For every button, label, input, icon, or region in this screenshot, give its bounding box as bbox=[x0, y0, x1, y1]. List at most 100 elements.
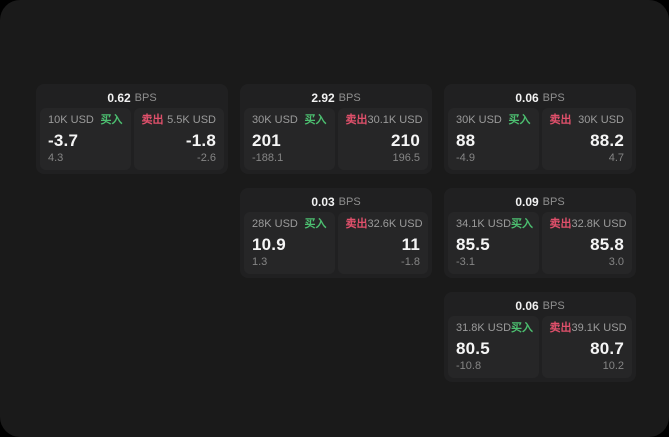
bps-value: 0.06 bbox=[515, 299, 539, 313]
buy-subcard[interactable]: 34.1K USD 买入 85.5 -3.1 bbox=[448, 212, 539, 274]
card-header: 0.09 BPS bbox=[448, 192, 632, 212]
sell-subcard[interactable]: 卖出 30K USD 88.2 4.7 bbox=[541, 108, 632, 170]
sell-top-row: 卖出 32.6K USD bbox=[345, 218, 423, 230]
buy-subcard[interactable]: 31.8K USD 买入 80.5 -10.8 bbox=[448, 316, 539, 378]
card-column: 0.06 BPS 30K USD 买入 88 -4.9 卖出 30K USD 88.2 4.7 0.… bbox=[444, 84, 636, 382]
sell-size-label: 30K USD bbox=[578, 114, 624, 126]
spread-card[interactable]: 0.62 BPS 10K USD 买入 -3.7 4.3 卖出 5.5K USD -1.8 -2.… bbox=[36, 84, 228, 174]
buy-side-button[interactable]: 买入 bbox=[511, 218, 534, 230]
buy-size-label: 31.8K USD bbox=[456, 322, 512, 334]
sell-top-row: 卖出 30.1K USD bbox=[345, 114, 423, 126]
sell-side-button[interactable]: 卖出 bbox=[549, 114, 572, 126]
sell-top-row: 卖出 39.1K USD bbox=[549, 322, 627, 334]
buy-subcard[interactable]: 30K USD 买入 88 -4.9 bbox=[448, 108, 539, 170]
buy-side-button[interactable]: 买入 bbox=[511, 322, 534, 334]
spread-card[interactable]: 2.92 BPS 30K USD 买入 201 -188.1 卖出 30.1K USD 210 1… bbox=[240, 84, 432, 174]
bps-value: 0.06 bbox=[515, 91, 539, 105]
sell-top-row: 卖出 32.8K USD bbox=[549, 218, 627, 230]
buy-top-row: 30K USD 买入 bbox=[456, 115, 531, 126]
sell-side-button[interactable]: 卖出 bbox=[141, 114, 164, 126]
card-column: 2.92 BPS 30K USD 买入 201 -188.1 卖出 30.1K USD 210 1… bbox=[240, 84, 432, 278]
buy-size-label: 10K USD bbox=[48, 114, 94, 126]
bps-value: 0.62 bbox=[107, 91, 131, 105]
sell-price-value: 85.8 bbox=[590, 235, 624, 254]
buy-side-button[interactable]: 买入 bbox=[304, 218, 327, 230]
sell-side-button[interactable]: 卖出 bbox=[549, 322, 572, 334]
buy-top-row: 28K USD 买入 bbox=[252, 219, 327, 230]
card-body: 28K USD 买入 10.9 1.3 卖出 32.6K USD 11 -1.8 bbox=[244, 212, 428, 274]
sell-side-button[interactable]: 卖出 bbox=[345, 218, 368, 230]
buy-delta-value: -188.1 bbox=[252, 152, 284, 164]
card-body: 34.1K USD 买入 85.5 -3.1 卖出 32.8K USD 85.8 3.0 bbox=[448, 212, 632, 274]
buy-top-row: 30K USD 买入 bbox=[252, 115, 327, 126]
buy-delta-value: 4.3 bbox=[48, 152, 64, 164]
sell-top-row: 卖出 5.5K USD bbox=[142, 115, 217, 126]
sell-size-label: 5.5K USD bbox=[167, 114, 216, 126]
buy-subcard[interactable]: 30K USD 买入 201 -188.1 bbox=[244, 108, 335, 170]
buy-size-label: 30K USD bbox=[456, 114, 502, 126]
sell-top-row: 卖出 30K USD bbox=[550, 115, 625, 126]
buy-delta-value: 1.3 bbox=[252, 256, 268, 268]
sell-delta-value: 196.5 bbox=[392, 152, 420, 164]
buy-size-label: 30K USD bbox=[252, 114, 298, 126]
buy-price-value: 201 bbox=[252, 131, 281, 150]
sell-side-button[interactable]: 卖出 bbox=[549, 218, 572, 230]
bps-unit-label: BPS bbox=[338, 91, 361, 104]
sell-delta-value: 3.0 bbox=[608, 256, 624, 268]
sell-subcard[interactable]: 卖出 39.1K USD 80.7 10.2 bbox=[541, 316, 632, 378]
buy-delta-value: -3.1 bbox=[456, 256, 475, 268]
buy-side-button[interactable]: 买入 bbox=[100, 114, 123, 126]
card-header: 0.03 BPS bbox=[244, 192, 428, 212]
spread-card[interactable]: 0.06 BPS 30K USD 买入 88 -4.9 卖出 30K USD 88.2 4.7 bbox=[444, 84, 636, 174]
buy-price-value: 88 bbox=[456, 131, 476, 150]
card-header: 2.92 BPS bbox=[244, 88, 428, 108]
sell-delta-value: -2.6 bbox=[197, 152, 216, 164]
sell-subcard[interactable]: 卖出 30.1K USD 210 196.5 bbox=[337, 108, 428, 170]
sell-subcard[interactable]: 卖出 32.6K USD 11 -1.8 bbox=[337, 212, 428, 274]
sell-price-value: 80.7 bbox=[590, 339, 624, 358]
sell-size-label: 30.1K USD bbox=[367, 114, 423, 126]
sell-subcard[interactable]: 卖出 5.5K USD -1.8 -2.6 bbox=[133, 108, 224, 170]
spread-card[interactable]: 0.09 BPS 34.1K USD 买入 85.5 -3.1 卖出 32.8K USD 85.… bbox=[444, 188, 636, 278]
buy-price-value: 80.5 bbox=[456, 339, 490, 358]
card-header: 0.06 BPS bbox=[448, 88, 632, 108]
buy-size-label: 28K USD bbox=[252, 218, 298, 230]
card-body: 10K USD 买入 -3.7 4.3 卖出 5.5K USD -1.8 -2.6 bbox=[40, 108, 224, 170]
spread-card[interactable]: 0.03 BPS 28K USD 买入 10.9 1.3 卖出 32.6K USD 11 -1.8 bbox=[240, 188, 432, 278]
spread-card[interactable]: 0.06 BPS 31.8K USD 买入 80.5 -10.8 卖出 39.1K USD 80… bbox=[444, 292, 636, 382]
cards-grid: 0.62 BPS 10K USD 买入 -3.7 4.3 卖出 5.5K USD -1.8 -2.… bbox=[36, 84, 636, 382]
buy-price-value: -3.7 bbox=[48, 131, 79, 150]
sell-subcard[interactable]: 卖出 32.8K USD 85.8 3.0 bbox=[541, 212, 632, 274]
sell-delta-value: 4.7 bbox=[608, 152, 624, 164]
buy-price-value: 10.9 bbox=[252, 235, 286, 254]
bps-unit-label: BPS bbox=[542, 195, 565, 208]
sell-delta-value: 10.2 bbox=[602, 360, 624, 372]
sell-price-value: 88.2 bbox=[590, 131, 624, 150]
bps-unit-label: BPS bbox=[134, 91, 157, 104]
bps-value: 2.92 bbox=[311, 91, 335, 105]
sell-side-button[interactable]: 卖出 bbox=[345, 114, 368, 126]
card-header: 0.62 BPS bbox=[40, 88, 224, 108]
buy-delta-value: -10.8 bbox=[456, 360, 482, 372]
card-body: 30K USD 买入 88 -4.9 卖出 30K USD 88.2 4.7 bbox=[448, 108, 632, 170]
buy-side-button[interactable]: 买入 bbox=[304, 114, 327, 126]
buy-subcard[interactable]: 28K USD 买入 10.9 1.3 bbox=[244, 212, 335, 274]
sell-size-label: 32.8K USD bbox=[571, 218, 627, 230]
sell-size-label: 32.6K USD bbox=[367, 218, 423, 230]
buy-subcard[interactable]: 10K USD 买入 -3.7 4.3 bbox=[40, 108, 131, 170]
bps-unit-label: BPS bbox=[338, 195, 361, 208]
sell-size-label: 39.1K USD bbox=[571, 322, 627, 334]
buy-top-row: 31.8K USD 买入 bbox=[456, 322, 534, 334]
buy-side-button[interactable]: 买入 bbox=[508, 114, 531, 126]
sell-delta-value: -1.8 bbox=[401, 256, 420, 268]
buy-delta-value: -4.9 bbox=[456, 152, 475, 164]
sell-price-value: 11 bbox=[401, 235, 420, 254]
buy-top-row: 34.1K USD 买入 bbox=[456, 218, 534, 230]
bps-value: 0.09 bbox=[515, 195, 539, 209]
card-body: 31.8K USD 买入 80.5 -10.8 卖出 39.1K USD 80.7 10.2 bbox=[448, 316, 632, 378]
sell-price-value: -1.8 bbox=[185, 131, 216, 150]
buy-top-row: 10K USD 买入 bbox=[48, 115, 123, 126]
sell-price-value: 210 bbox=[391, 131, 420, 150]
bps-value: 0.03 bbox=[311, 195, 335, 209]
